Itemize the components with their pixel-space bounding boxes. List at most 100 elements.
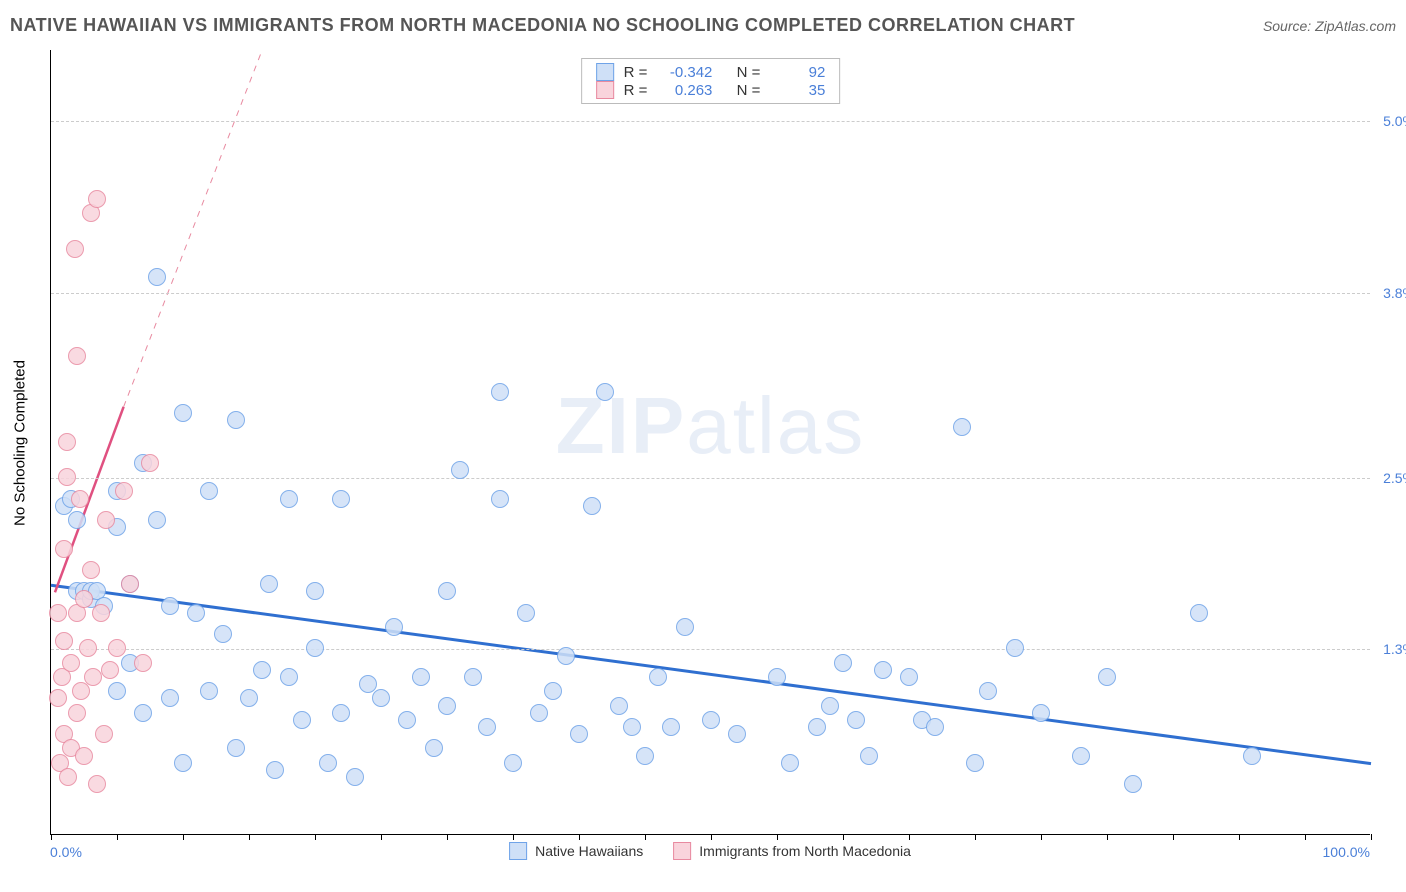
data-point	[398, 711, 416, 729]
data-point	[1006, 639, 1024, 657]
data-point	[478, 718, 496, 736]
data-point	[346, 768, 364, 786]
data-point	[530, 704, 548, 722]
legend-label-2: Immigrants from North Macedonia	[699, 843, 911, 859]
data-point	[227, 739, 245, 757]
data-point	[187, 604, 205, 622]
data-point	[88, 775, 106, 793]
x-tick-mark	[645, 834, 646, 840]
data-point	[266, 761, 284, 779]
data-point	[372, 689, 390, 707]
x-tick-mark	[117, 834, 118, 840]
data-point	[504, 754, 522, 772]
data-point	[49, 604, 67, 622]
y-axis-title: No Schooling Completed	[12, 360, 29, 526]
data-point	[768, 668, 786, 686]
data-point	[108, 682, 126, 700]
stats-box: R = -0.342 N = 92 R = 0.263 N = 35	[581, 58, 841, 104]
data-point	[491, 490, 509, 508]
data-point	[58, 433, 76, 451]
stats-row-2: R = 0.263 N = 35	[596, 81, 826, 99]
legend-swatch-1	[509, 842, 527, 860]
x-axis-max-label: 100.0%	[1323, 844, 1370, 860]
data-point	[88, 190, 106, 208]
data-point	[623, 718, 641, 736]
r-label-2: R =	[624, 82, 648, 99]
data-point	[68, 347, 86, 365]
data-point	[260, 575, 278, 593]
data-point	[728, 725, 746, 743]
y-tick-label: 5.0%	[1383, 113, 1406, 129]
data-point	[425, 739, 443, 757]
x-tick-mark	[1239, 834, 1240, 840]
x-tick-mark	[909, 834, 910, 840]
data-point	[438, 582, 456, 600]
data-point	[834, 654, 852, 672]
stats-row-1: R = -0.342 N = 92	[596, 63, 826, 81]
data-point	[280, 490, 298, 508]
data-point	[214, 625, 232, 643]
x-tick-mark	[843, 834, 844, 840]
watermark-rest: atlas	[686, 381, 865, 470]
data-point	[161, 597, 179, 615]
x-tick-mark	[315, 834, 316, 840]
data-point	[280, 668, 298, 686]
data-point	[200, 482, 218, 500]
legend-label-1: Native Hawaiians	[535, 843, 643, 859]
data-point	[174, 404, 192, 422]
data-point	[253, 661, 271, 679]
data-point	[636, 747, 654, 765]
data-point	[174, 754, 192, 772]
data-point	[134, 704, 152, 722]
data-point	[55, 540, 73, 558]
data-point	[596, 383, 614, 401]
legend: Native Hawaiians Immigrants from North M…	[509, 842, 911, 860]
data-point	[161, 689, 179, 707]
data-point	[491, 383, 509, 401]
source-label: Source: ZipAtlas.com	[1263, 18, 1396, 34]
data-point	[1124, 775, 1142, 793]
x-tick-mark	[1305, 834, 1306, 840]
data-point	[451, 461, 469, 479]
legend-item-2: Immigrants from North Macedonia	[673, 842, 911, 860]
data-point	[49, 689, 67, 707]
legend-item-1: Native Hawaiians	[509, 842, 643, 860]
data-point	[979, 682, 997, 700]
y-tick-label: 3.8%	[1383, 285, 1406, 301]
data-point	[72, 682, 90, 700]
n-label-2: N =	[737, 82, 761, 99]
data-point	[200, 682, 218, 700]
data-point	[544, 682, 562, 700]
x-tick-mark	[51, 834, 52, 840]
data-point	[141, 454, 159, 472]
data-point	[101, 661, 119, 679]
data-point	[412, 668, 430, 686]
data-point	[84, 668, 102, 686]
data-point	[293, 711, 311, 729]
gridline-h	[51, 478, 1370, 479]
data-point	[359, 675, 377, 693]
series2-n: 35	[770, 82, 825, 99]
x-tick-mark	[447, 834, 448, 840]
data-point	[385, 618, 403, 636]
x-tick-mark	[1041, 834, 1042, 840]
data-point	[115, 482, 133, 500]
x-tick-mark	[381, 834, 382, 840]
data-point	[92, 604, 110, 622]
x-tick-mark	[249, 834, 250, 840]
data-point	[1072, 747, 1090, 765]
data-point	[662, 718, 680, 736]
x-tick-mark	[513, 834, 514, 840]
gridline-h	[51, 649, 1370, 650]
data-point	[62, 654, 80, 672]
gridline-h	[51, 293, 1370, 294]
n-label: N =	[737, 64, 761, 81]
data-point	[821, 697, 839, 715]
data-point	[75, 747, 93, 765]
data-point	[583, 497, 601, 515]
data-point	[900, 668, 918, 686]
data-point	[134, 654, 152, 672]
data-point	[874, 661, 892, 679]
data-point	[58, 468, 76, 486]
data-point	[557, 647, 575, 665]
